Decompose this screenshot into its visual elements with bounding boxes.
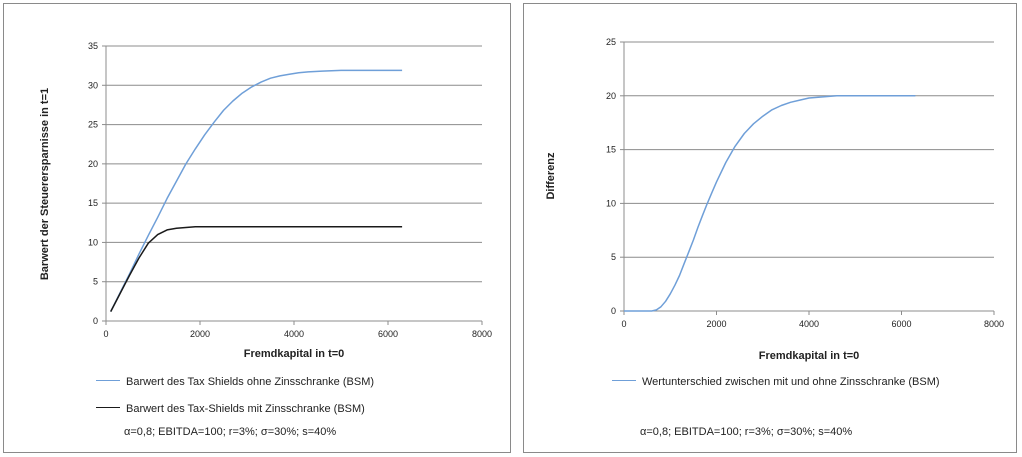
legend-item-series-2: Barwert des Tax-Shields mit Zinsschranke…	[96, 402, 365, 417]
chart-panel-left: 0 5 10 15 20 25 30 35 0 2000 4000 6000 8000 Fremdkapi…	[3, 3, 511, 453]
x-tick-label-4000: 4000	[284, 329, 304, 339]
y-tick-label-5: 5	[93, 277, 98, 287]
y-tick-label-0: 0	[611, 306, 616, 316]
chart-right-svg: 0 5 10 15 20 25 0 2000 4000 6000 8000 Fremdkapital …	[545, 37, 1004, 362]
y-axis-label: Barwert der Steuerersparnisse in t=1	[39, 88, 51, 280]
y-tick-label-20: 20	[606, 91, 616, 101]
y-tick-label-0: 0	[93, 316, 98, 326]
legend-label-series-3: Wertunterschied zwischen mit und ohne Zi…	[642, 376, 940, 388]
legend-swatch-series-3	[612, 379, 636, 381]
legend-label-series-1: Barwert des Tax Shields ohne Zinsschrank…	[126, 376, 375, 388]
series-line-11	[624, 95, 916, 312]
y-axis-label: Differenz	[545, 152, 557, 200]
x-tick-label-4000: 4000	[799, 319, 819, 329]
y-tick-label-25: 25	[88, 120, 98, 130]
x-tick-label-0: 0	[621, 319, 626, 329]
y-tick-label-20: 20	[88, 159, 98, 169]
x-tick-label-2000: 2000	[190, 329, 210, 339]
x-axis-label: Fremdkapital in t=0	[244, 348, 345, 360]
y-tick-label-10: 10	[88, 237, 98, 247]
y-tick-label-15: 15	[606, 145, 616, 155]
x-tick-label-6000: 6000	[378, 329, 398, 339]
y-tick-label-5: 5	[611, 252, 616, 262]
y-tick-label-25: 25	[606, 37, 616, 47]
legend-swatch-series-1	[96, 379, 120, 381]
y-tick-label-15: 15	[88, 198, 98, 208]
parameters-left: α=0,8; EBITDA=100; r=3%; σ=30%; s=40%	[124, 426, 337, 438]
x-tick-label-6000: 6000	[891, 319, 911, 329]
chart-panel-right: 0 5 10 15 20 25 0 2000 4000 6000 8000 Fremdkapital …	[523, 3, 1017, 453]
legend-item-series-1: Barwert des Tax Shields ohne Zinsschrank…	[96, 375, 374, 390]
legend-swatch-series-2	[96, 406, 120, 408]
x-tick-label-8000: 8000	[984, 319, 1004, 329]
x-tick-label-2000: 2000	[706, 319, 726, 329]
parameters-right: α=0,8; EBITDA=100; r=3%; σ=30%; s=40%	[640, 426, 853, 438]
x-tick-label-8000: 8000	[472, 329, 492, 339]
chart-left-svg: 0 5 10 15 20 25 30 35 0 2000 4000 6000 8000 Fremdkapi…	[39, 41, 492, 360]
y-tick-label-35: 35	[88, 41, 98, 51]
series-line-2	[110, 225, 403, 312]
y-tick-label-10: 10	[606, 198, 616, 208]
y-tick-label-30: 30	[88, 80, 98, 90]
x-axis-label: Fremdkapital in t=0	[759, 350, 860, 362]
legend-item-series-3: Wertunterschied zwischen mit und ohne Zi…	[612, 375, 942, 390]
legend-label-series-2: Barwert des Tax-Shields mit Zinsschranke…	[126, 403, 365, 415]
series-line-1	[110, 69, 403, 312]
x-tick-label-0: 0	[103, 329, 108, 339]
